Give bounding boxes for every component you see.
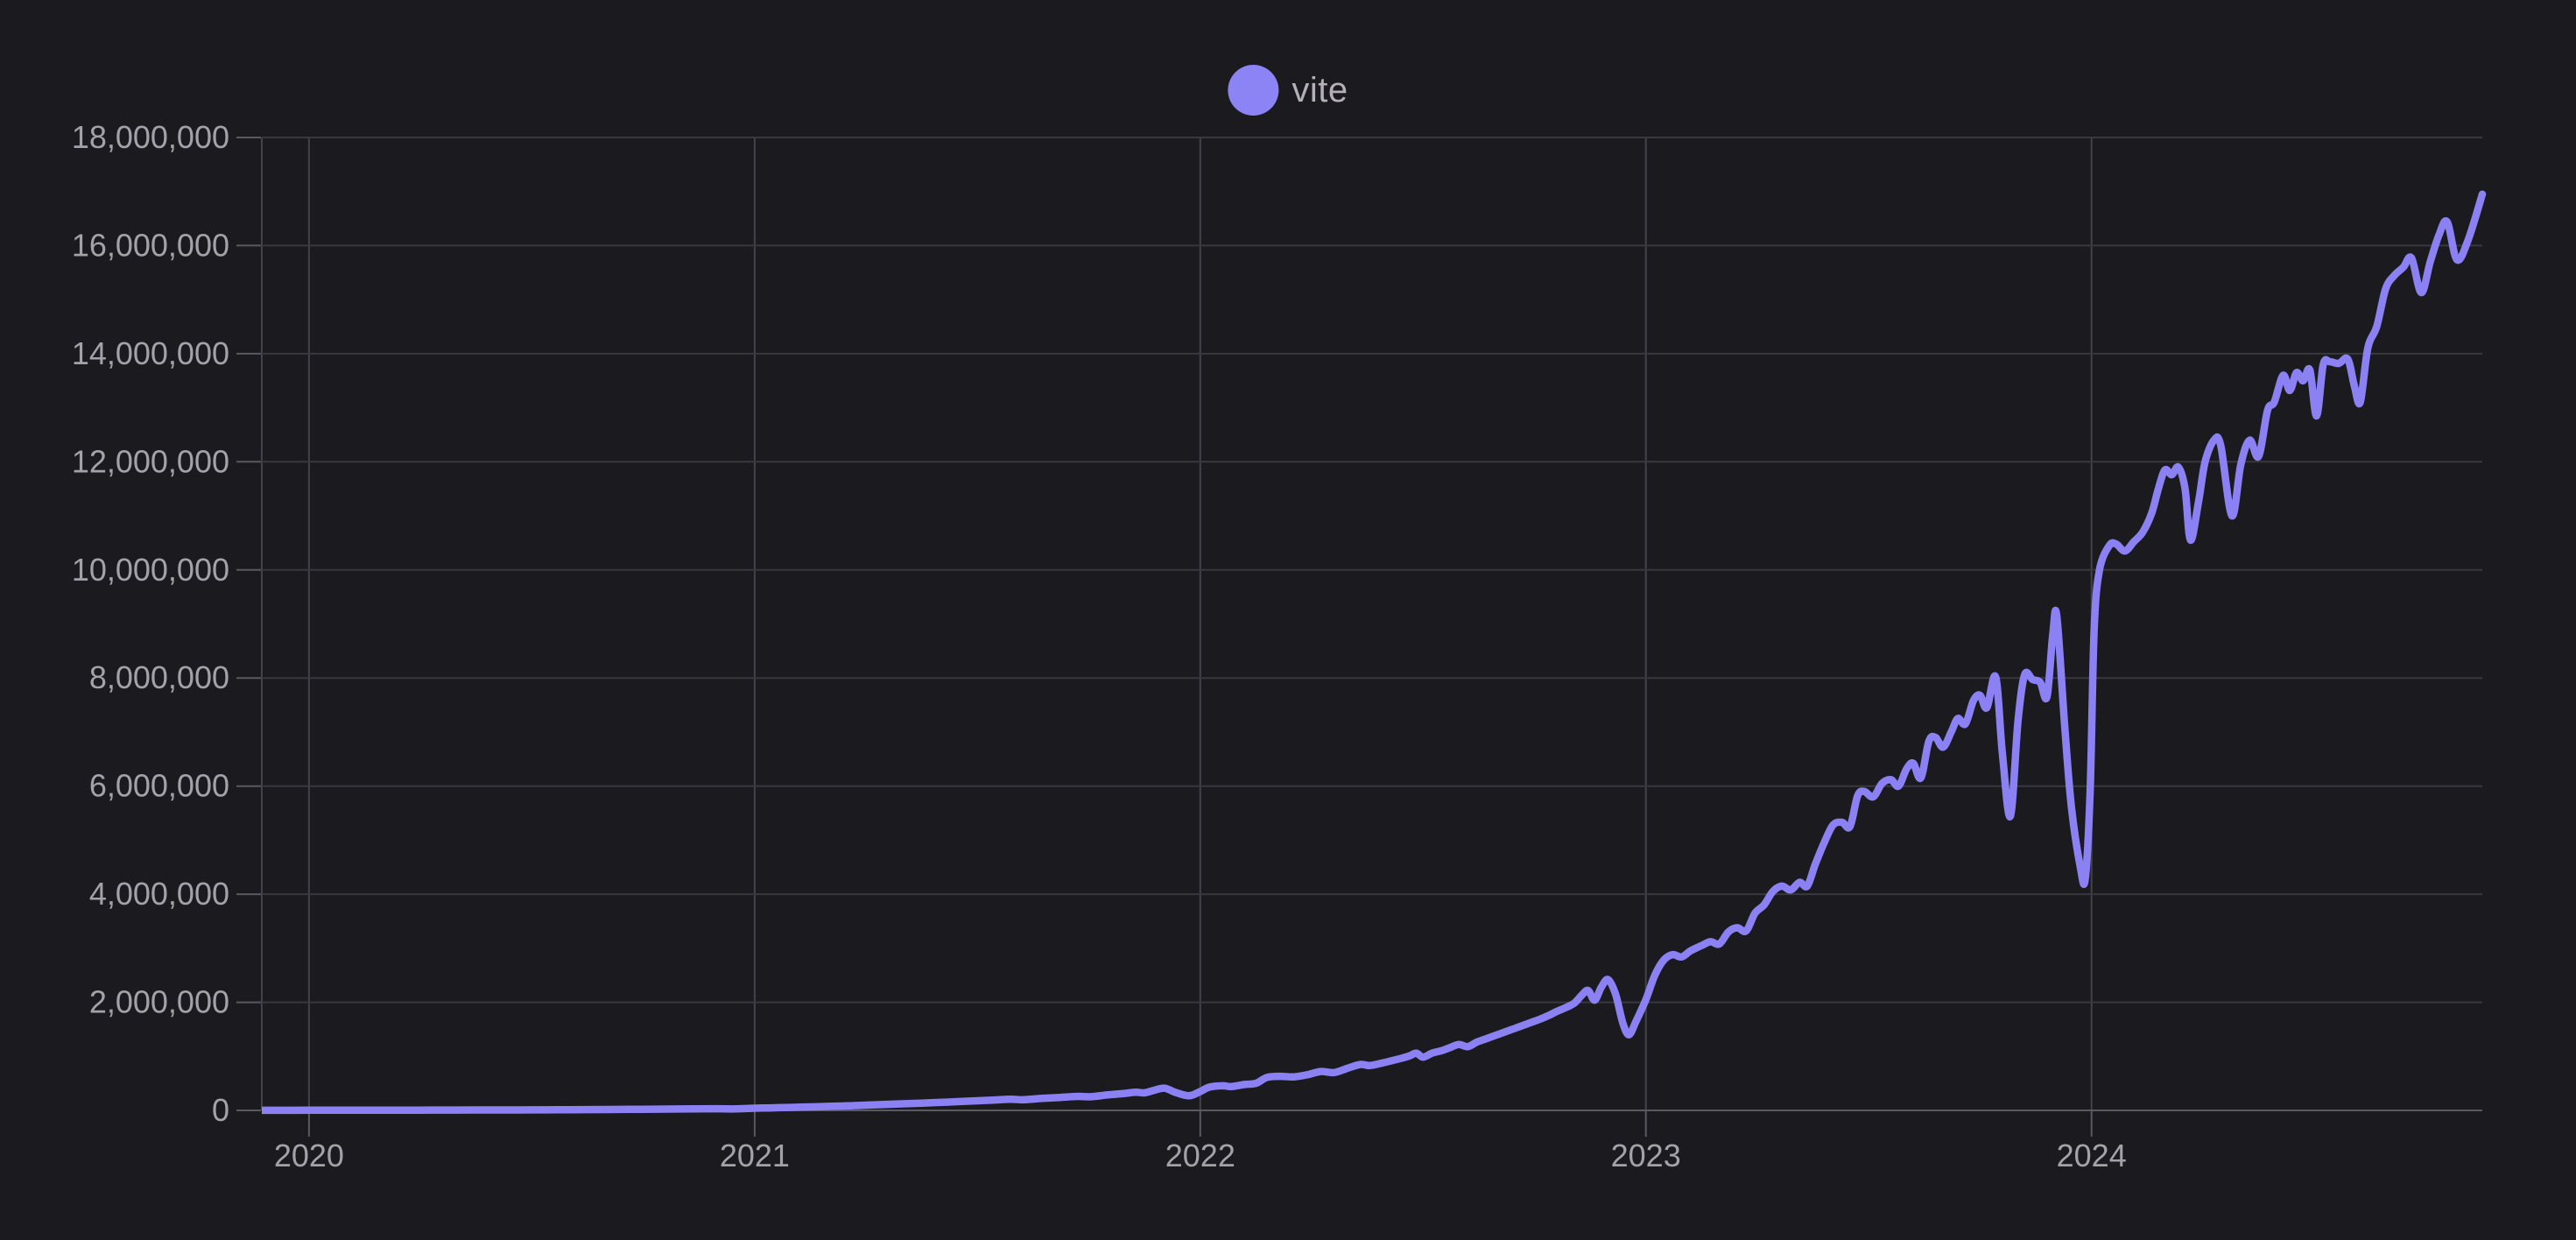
y-tick-label-10000000: 10,000,000 [72, 552, 229, 588]
x-tick-label-2023: 2023 [1611, 1138, 1681, 1173]
axis-tick-labels: 2020 2021 2022 2023 2024 0 2,000,000 4,000,000 6… [72, 119, 2127, 1173]
y-tick-label-18000000: 18,000,000 [72, 119, 229, 155]
y-tick-label-16000000: 16,000,000 [72, 227, 229, 263]
x-tick-label-2021: 2021 [720, 1138, 790, 1173]
horizontal-gridlines [262, 137, 2482, 1111]
legend-marker-icon [1228, 65, 1279, 116]
vertical-gridlines [261, 137, 2093, 1110]
x-tick-label-2022: 2022 [1165, 1138, 1235, 1173]
y-tick-label-2000000: 2,000,000 [89, 984, 229, 1020]
y-tick-label-12000000: 12,000,000 [72, 443, 229, 479]
y-tick-label-4000000: 4,000,000 [89, 876, 229, 912]
y-tick-label-8000000: 8,000,000 [89, 659, 229, 695]
series-lines [262, 190, 2487, 1115]
x-tick-label-2024: 2024 [2057, 1138, 2127, 1173]
axis-ticks [236, 137, 2093, 1137]
x-tick-label-2020: 2020 [274, 1138, 344, 1173]
y-tick-label-0: 0 [212, 1092, 229, 1128]
y-tick-label-14000000: 14,000,000 [72, 335, 229, 371]
y-tick-label-6000000: 6,000,000 [89, 768, 229, 804]
legend[interactable]: vite [1228, 65, 1348, 116]
legend-label: vite [1292, 71, 1348, 109]
series-line-vite [262, 190, 2487, 1115]
